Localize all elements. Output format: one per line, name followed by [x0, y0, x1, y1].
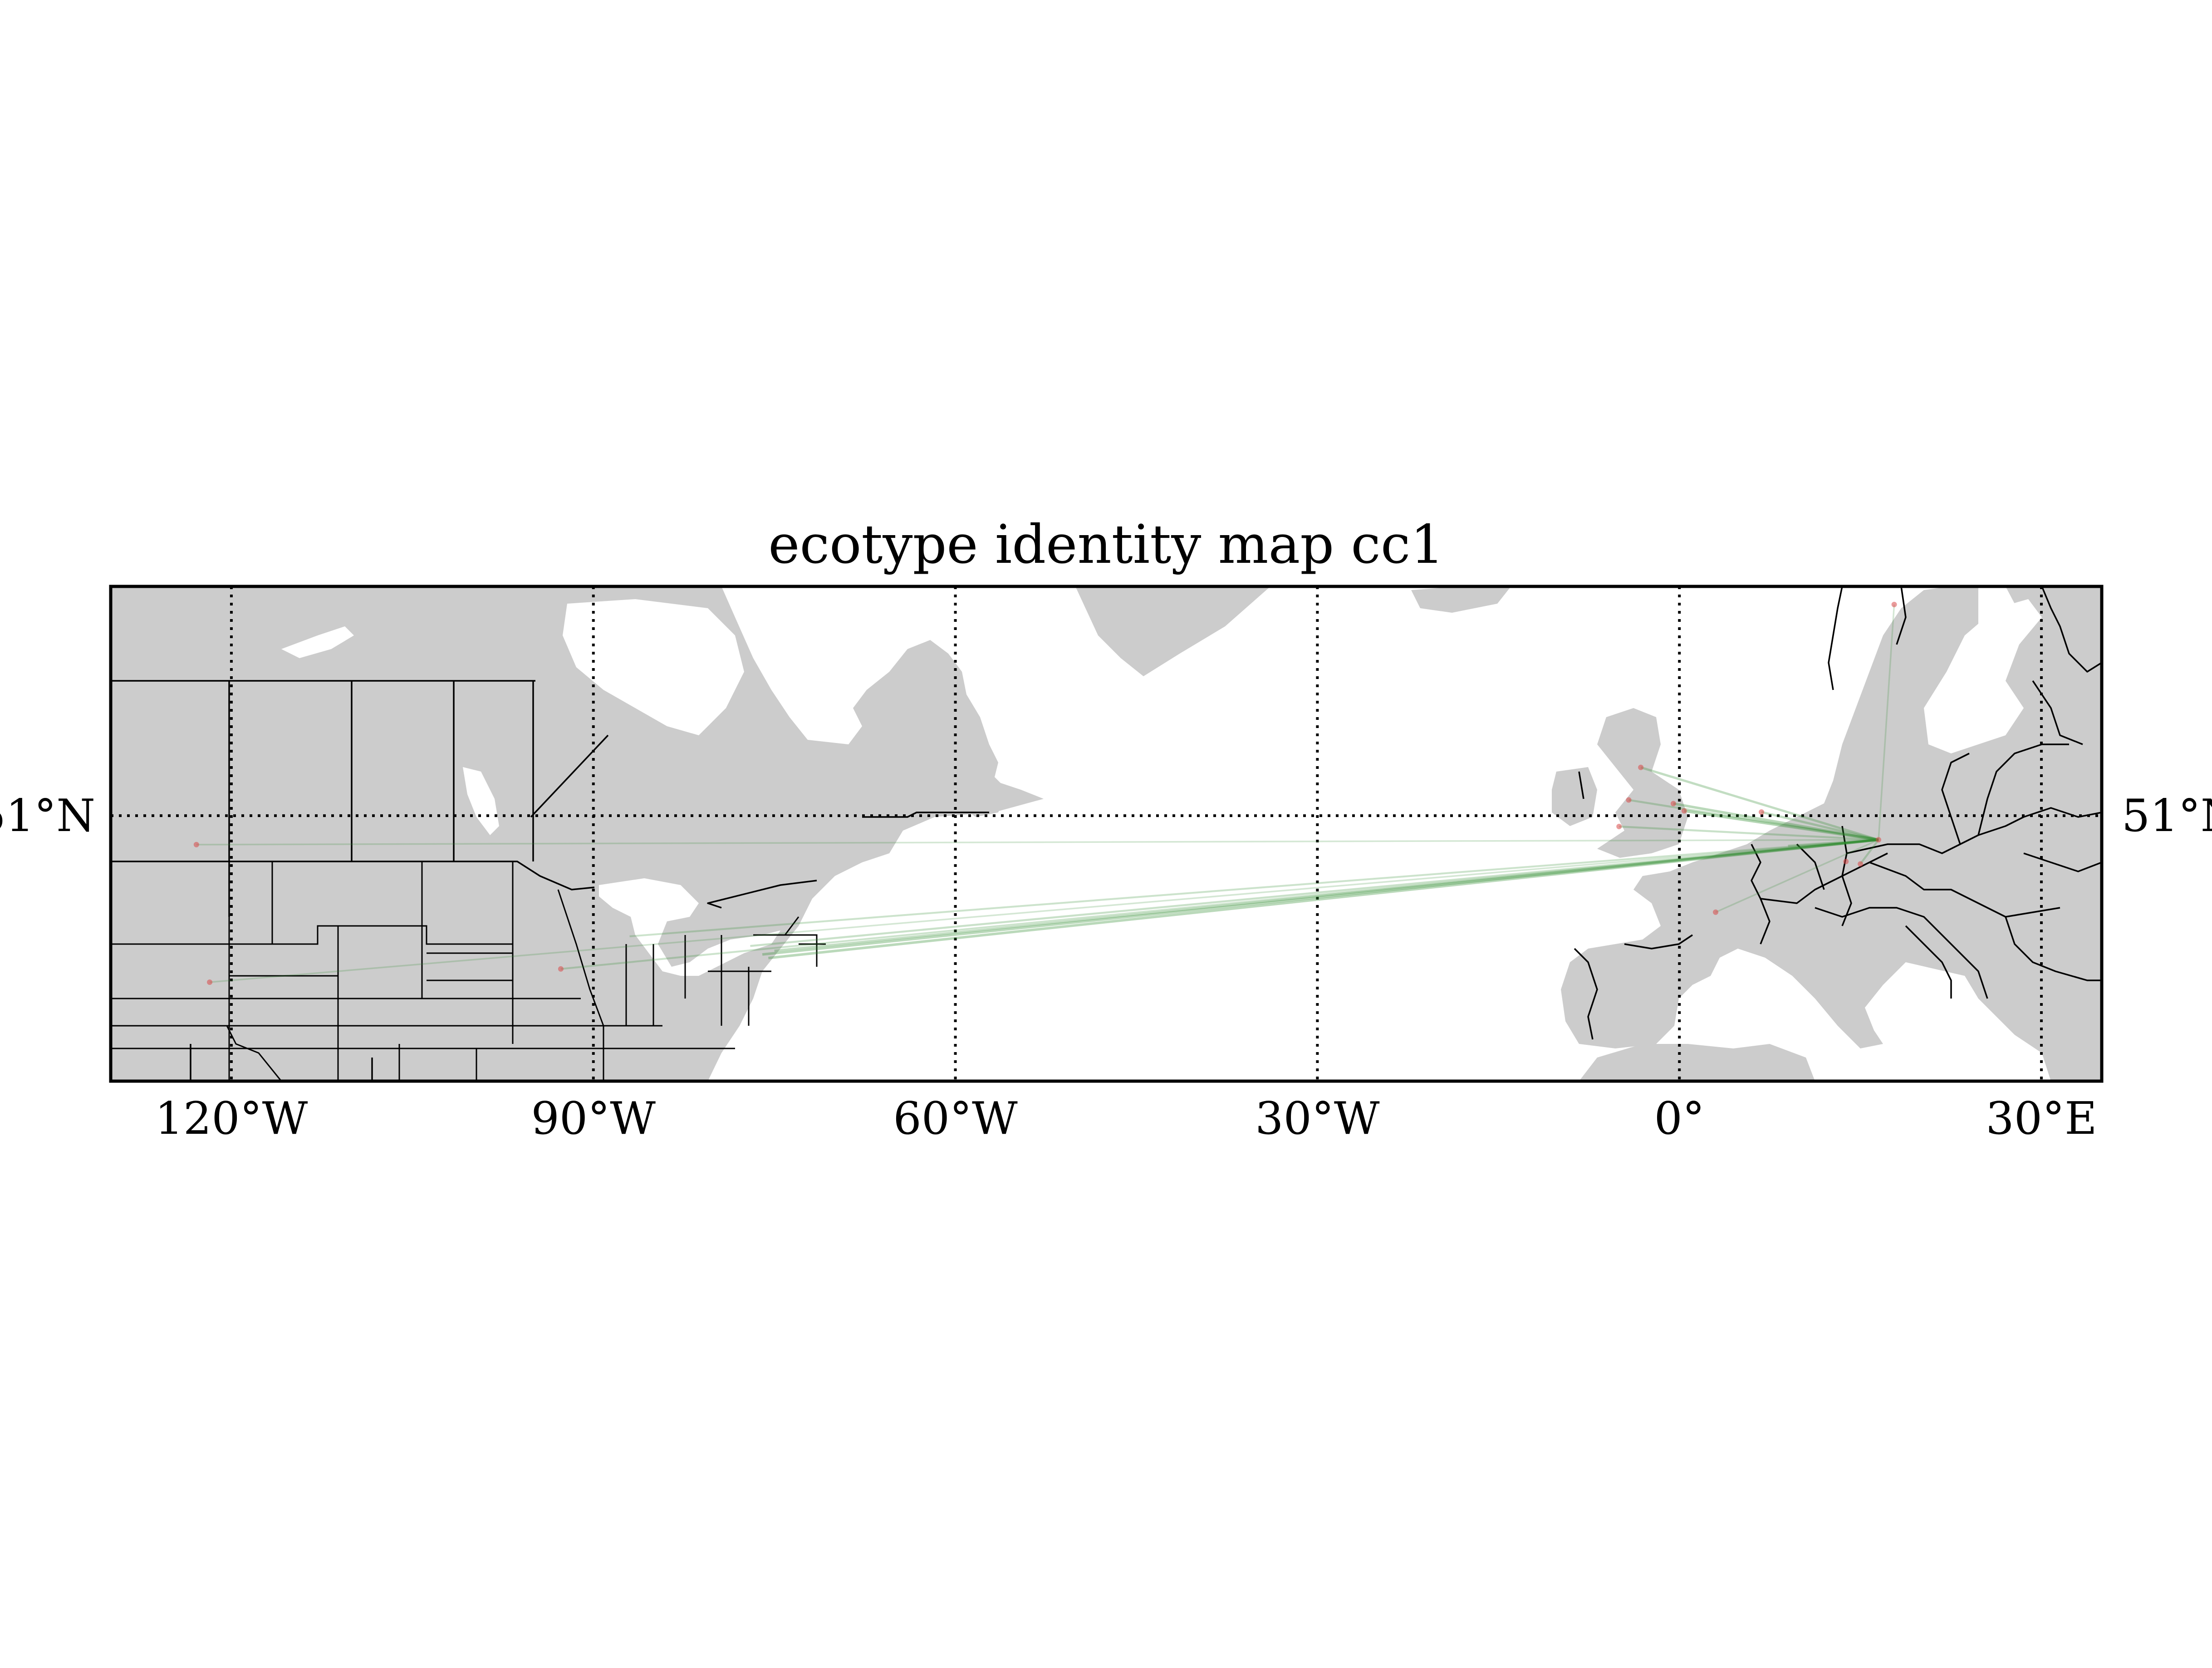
- y-tick-label-right: 51°N: [2122, 790, 2212, 842]
- sample-site-marker: [558, 966, 564, 972]
- sample-sites: [193, 601, 1897, 985]
- canada-province-borders: [228, 681, 817, 917]
- connection-line: [1684, 809, 1879, 841]
- x-tick-label: 60°W: [893, 1093, 1018, 1145]
- connection-line: [762, 838, 1879, 956]
- connection-line: [768, 838, 1879, 959]
- y-tick-labels: 51°N 51°N: [0, 790, 2212, 842]
- connection-line: [750, 839, 1879, 947]
- map-title: ecotype identity map cc1: [768, 513, 1444, 576]
- sample-site-marker: [1891, 601, 1897, 607]
- borders-layer: [111, 586, 2102, 1081]
- land-layer: [111, 586, 2102, 1081]
- connection-line: [1619, 825, 1879, 841]
- sample-site-marker: [1670, 801, 1676, 807]
- connection-line: [1788, 838, 1879, 847]
- x-tick-label: 30°W: [1255, 1093, 1380, 1145]
- connection-line: [1859, 839, 1879, 865]
- great-slave-lake: [281, 626, 354, 658]
- connection-line: [1715, 839, 1879, 913]
- greenland: [1075, 586, 1270, 676]
- connection-lines: [196, 604, 1895, 983]
- ireland: [1552, 767, 1597, 826]
- sample-site-marker: [1681, 808, 1687, 814]
- connection-line: [560, 839, 1879, 970]
- connection-line: [1673, 802, 1879, 841]
- great-lakes: [599, 878, 780, 976]
- connection-line: [209, 839, 1879, 983]
- hudson-bay: [563, 599, 744, 735]
- europe-country-borders: [1574, 586, 2102, 1040]
- connection-line: [774, 838, 1879, 952]
- map-frame: [109, 585, 2104, 1083]
- sample-site-marker: [1876, 837, 1882, 843]
- north-sea: [1706, 708, 1820, 817]
- y-tick-label-left: 51°N: [0, 790, 95, 842]
- connection-line: [196, 839, 1879, 846]
- canada-us-border: [111, 861, 595, 891]
- connection-line: [1761, 811, 1879, 841]
- x-tick-label: 0°: [1654, 1093, 1705, 1145]
- sample-site-marker: [1616, 824, 1622, 830]
- sample-site-marker: [1638, 764, 1644, 770]
- baltic-sea: [1924, 599, 2042, 753]
- x-tick-label: 90°W: [531, 1093, 656, 1145]
- map-area: [111, 586, 2102, 1081]
- sample-site-marker: [1712, 909, 1718, 915]
- iceland: [1411, 586, 1511, 613]
- x-tick-labels: 120°W 90°W 60°W 30°W 0° 30°E: [155, 1093, 2097, 1145]
- sample-site-marker: [193, 841, 199, 847]
- sample-site-marker: [1759, 809, 1765, 815]
- x-tick-label: 120°W: [155, 1093, 308, 1145]
- connection-line: [629, 839, 1879, 938]
- lake-winnipeg: [463, 767, 499, 835]
- connection-line: [1628, 799, 1879, 841]
- graticule: [111, 586, 2102, 1081]
- sample-site-marker: [1858, 861, 1864, 867]
- sample-site-marker: [1626, 797, 1632, 803]
- connection-line: [1640, 766, 1879, 841]
- north-africa: [1579, 1044, 1815, 1081]
- sample-site-marker: [1843, 859, 1849, 865]
- gulf-of-bothnia: [1978, 586, 2015, 626]
- great-britain: [1597, 708, 1688, 858]
- us-mexico-border: [190, 1044, 373, 1081]
- north-america-landmass: [111, 586, 1044, 1081]
- newfoundland: [957, 772, 1007, 817]
- x-tick-label: 30°E: [1986, 1093, 2097, 1145]
- sample-site-marker: [207, 979, 213, 985]
- us-state-borders: [111, 861, 826, 1081]
- connection-line: [1878, 604, 1895, 840]
